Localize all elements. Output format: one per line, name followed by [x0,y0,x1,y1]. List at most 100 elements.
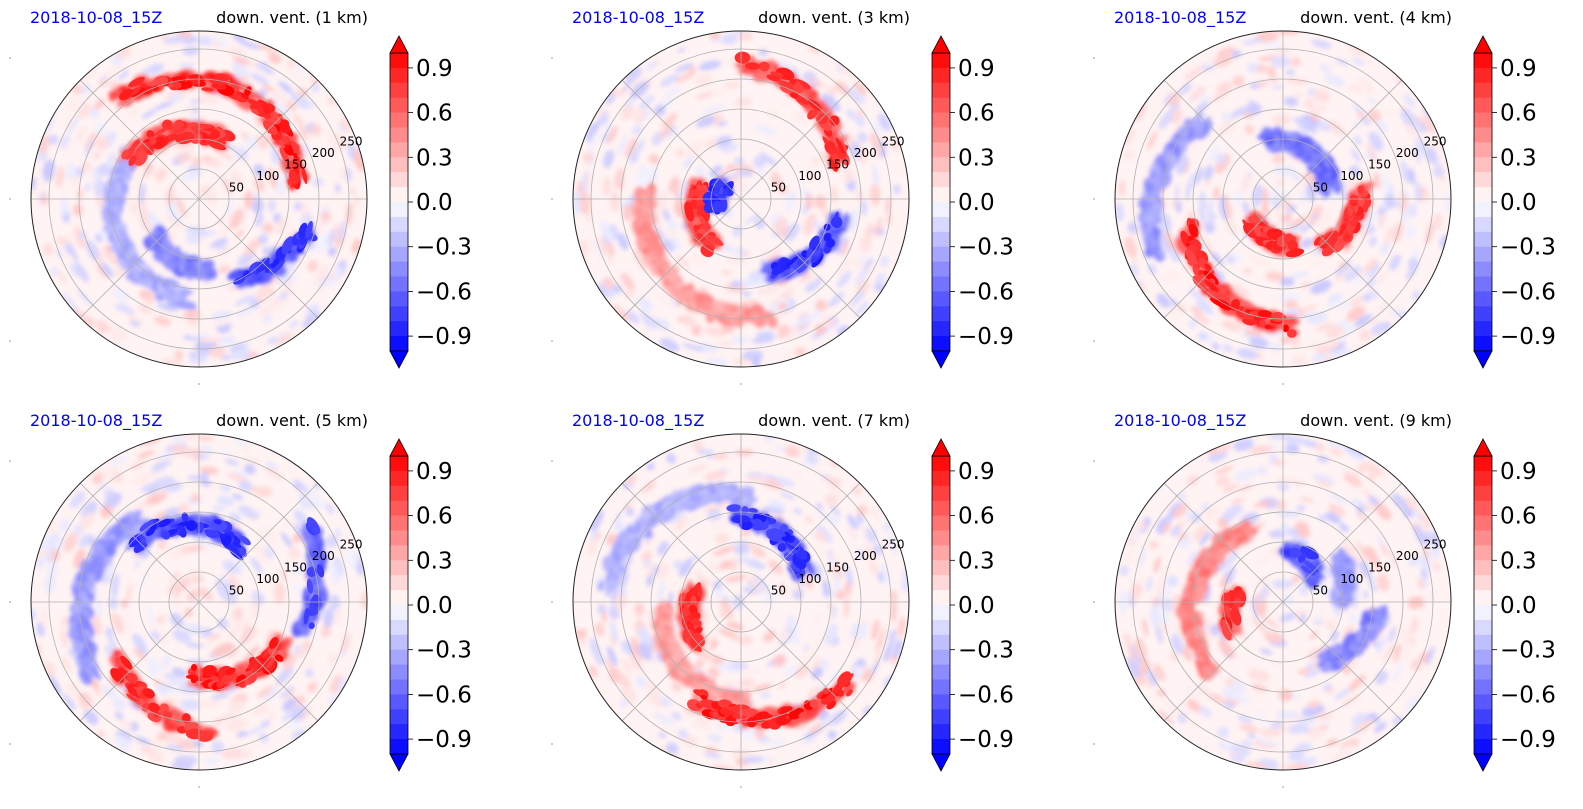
field-speckle [1221,320,1241,332]
field-speckle [1375,119,1388,133]
positive-cell [278,119,290,130]
negative-cell [177,521,193,527]
field-speckle [795,664,810,679]
field-speckle [49,267,60,276]
field-speckle [76,187,84,201]
field-speckle [1310,280,1332,294]
colorbar-band [932,231,950,248]
field-speckle [728,661,749,670]
positive-cell [1188,223,1198,238]
field-speckle [215,579,230,601]
field-speckle [305,303,319,318]
field-speckle [108,597,118,610]
field-speckle [1264,40,1283,48]
polar-boundary [30,30,368,368]
field-speckle [1339,189,1349,201]
positive-cell [279,636,289,651]
field-speckle [329,684,339,693]
field-speckle [1240,174,1251,194]
field-speckle [323,608,334,628]
field-speckle [707,734,723,742]
field-speckle [720,681,741,688]
field-speckle [1423,116,1436,134]
field-speckle [1175,202,1182,213]
field-speckle [136,450,155,459]
negative-cell [708,185,715,192]
field-speckle [93,151,101,160]
positive-cell [283,636,293,654]
colorbar-band [1474,112,1492,128]
field-speckle [1206,146,1219,163]
field-speckle [686,140,704,157]
field-layer [573,434,909,770]
field-speckle [225,718,249,732]
field-speckle [327,246,337,257]
field-speckle [879,255,890,268]
field-speckle [1200,235,1214,256]
field-speckle [752,683,773,692]
positive-cell [1340,222,1347,232]
colorbar-tick-label: 0.3 [1500,145,1537,171]
field-speckle [772,216,787,234]
field-speckle [1228,284,1249,298]
field-speckle [844,132,855,147]
negative-cell [316,564,325,578]
field-speckle [612,304,629,322]
negative-cell [1257,131,1277,140]
field-speckle [1348,83,1362,93]
positive-cell [1242,318,1256,326]
field-speckle [1230,106,1250,118]
field-speckle [69,491,86,509]
field-speckle [1407,258,1418,269]
field-speckle [323,540,332,555]
field-speckle [576,628,587,638]
panel-date-label: 2018-10-08_15Z [572,8,704,28]
field-speckle [278,81,294,94]
field-speckle [1163,305,1182,323]
radial-tick-label: 150 [826,158,849,172]
field-speckle [203,639,214,650]
field-speckle [1297,124,1319,134]
field-speckle [78,696,92,709]
field-speckle [792,112,808,125]
colorbar-tick-label: 0.9 [416,459,453,485]
field-speckle [780,582,787,595]
field-speckle [664,239,675,253]
field-speckle [705,138,718,149]
field-speckle [224,200,233,218]
field-speckle [1415,136,1427,156]
positive-cell [249,104,267,118]
colorbar-band [390,97,408,114]
field-speckle [217,617,229,630]
colorbar-tick-label: 0.0 [416,593,453,619]
field-speckle [621,657,632,675]
field-speckle [1147,263,1157,275]
field-speckle [1290,56,1301,67]
field-speckle [1359,55,1380,69]
panel-date-label: 2018-10-08_15Z [30,411,162,431]
field-speckle [1158,274,1166,284]
field-speckle [757,284,780,296]
field-speckle [704,470,727,481]
field-speckle [733,358,752,365]
field-speckle [1323,297,1346,310]
field-speckle [617,671,632,691]
field-speckle [714,588,725,599]
field-speckle [140,572,148,589]
field-speckle [589,238,595,250]
field-speckle [691,554,699,561]
field-speckle [1314,89,1331,102]
field-speckle [848,526,858,540]
field-speckle [1195,166,1203,185]
field-speckle [273,176,286,196]
colorbar-band [390,231,408,248]
field-speckle [1398,189,1404,211]
field-speckle [114,266,126,278]
field-speckle [669,190,675,212]
radial-tick-label: 50 [229,181,244,195]
field-speckle [138,327,154,336]
field-speckle [753,156,766,168]
outer-tick-dot [9,743,11,745]
field-speckle [232,56,250,65]
field-speckle [1350,296,1363,307]
